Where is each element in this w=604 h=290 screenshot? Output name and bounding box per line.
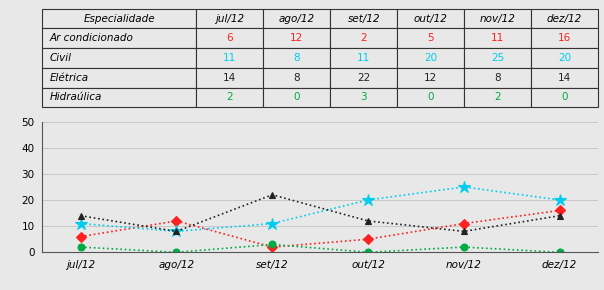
Hidraúlica	[364, 251, 371, 254]
Elétrica	[77, 214, 84, 218]
Ar condicionado	[364, 238, 371, 241]
Civil	[77, 222, 84, 225]
Elétrica	[556, 214, 564, 218]
Line: Hidraúlica: Hidraúlica	[77, 241, 563, 256]
Civil	[556, 198, 564, 202]
Ar condicionado	[173, 219, 180, 223]
Ar condicionado	[460, 222, 467, 225]
Elétrica	[269, 193, 276, 197]
Hidraúlica	[173, 251, 180, 254]
Civil	[173, 230, 180, 233]
Elétrica	[364, 219, 371, 223]
Civil	[269, 222, 276, 225]
Elétrica	[460, 230, 467, 233]
Hidraúlica	[269, 243, 276, 246]
Ar condicionado	[77, 235, 84, 238]
Line: Elétrica: Elétrica	[77, 191, 563, 235]
Hidraúlica	[77, 245, 84, 249]
Hidraúlica	[460, 245, 467, 249]
Ar condicionado	[269, 245, 276, 249]
Civil	[364, 198, 371, 202]
Civil	[460, 185, 467, 189]
Elétrica	[173, 230, 180, 233]
Ar condicionado	[556, 209, 564, 212]
Line: Civil: Civil	[74, 181, 566, 238]
Line: Ar condicionado: Ar condicionado	[77, 207, 563, 251]
Hidraúlica	[556, 251, 564, 254]
